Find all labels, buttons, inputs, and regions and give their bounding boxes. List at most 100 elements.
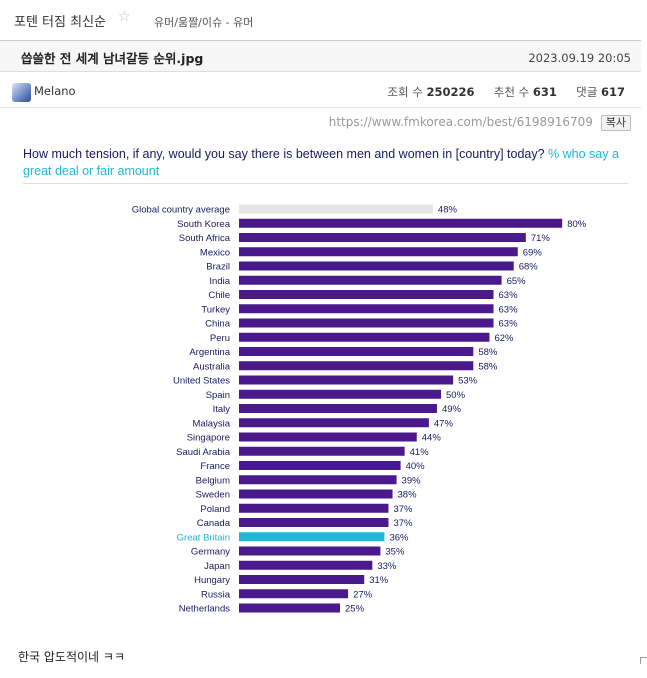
post-title: 씁쓸한 전 세계 남녀갈등 순위.jpg — [21, 51, 204, 66]
category-label: India — [209, 276, 230, 287]
category-label: Belgium — [196, 475, 230, 486]
bar — [239, 560, 373, 570]
value-label: 25% — [345, 604, 365, 615]
bar — [239, 389, 441, 399]
category-label: Great Britain — [177, 532, 230, 543]
category-label: Hungary — [194, 575, 230, 586]
bar — [239, 603, 340, 613]
star-outline-icon[interactable]: ☆ — [118, 9, 131, 25]
bar — [239, 347, 474, 356]
comments-label: 댓글 — [576, 85, 598, 99]
bar — [239, 546, 381, 556]
divider — [23, 183, 628, 184]
bar-chart: Global country average 48% South Korea 80% S… — [132, 204, 587, 615]
value-label: 53% — [458, 376, 478, 387]
bar — [239, 589, 349, 599]
category-label: Australia — [193, 361, 231, 372]
value-label: 39% — [402, 475, 422, 486]
post-title-bar: 씁쓸한 전 세계 남녀갈등 순위.jpg 2023.09.19 20:05 — [0, 40, 641, 72]
chart-title: How much tension, if any, would you say … — [23, 147, 545, 161]
chart-question: How much tension, if any, would you say … — [23, 146, 628, 180]
category-label: Sweden — [196, 490, 230, 501]
value-label: 49% — [442, 404, 462, 415]
category-label: Saudi Arabia — [176, 447, 231, 458]
post-meta: Melano 조회 수 250226 추천 수 631 댓글 617 — [0, 71, 641, 108]
category-label: Turkey — [201, 304, 230, 315]
bar — [239, 418, 429, 428]
value-label: 63% — [499, 304, 519, 315]
views-count: 250226 — [426, 85, 475, 99]
value-label: 58% — [478, 347, 498, 358]
value-label: 36% — [389, 532, 409, 543]
value-label: 80% — [567, 219, 587, 230]
value-label: 41% — [410, 447, 430, 458]
bar — [239, 361, 474, 371]
bar — [239, 290, 494, 299]
chart-subtitle: % who say a great deal or fair amount — [23, 147, 619, 178]
value-label: 38% — [398, 490, 418, 501]
bar — [239, 518, 389, 527]
category-label: Chile — [208, 290, 230, 301]
avatar[interactable] — [12, 83, 31, 102]
category-label: Spain — [206, 390, 230, 401]
value-label: 48% — [438, 205, 458, 216]
category-label: France — [200, 461, 230, 472]
bar — [239, 261, 514, 271]
value-label: 27% — [353, 589, 373, 600]
category-label: South Korea — [177, 219, 231, 230]
value-label: 47% — [434, 418, 454, 429]
board-title-link[interactable]: 포텐 터짐 최신순 — [14, 15, 106, 30]
bar — [239, 233, 526, 242]
post-date: 2023.09.19 20:05 — [528, 51, 631, 65]
category-label: Italy — [213, 404, 231, 415]
category-label: Poland — [200, 504, 230, 515]
bar — [239, 204, 433, 214]
value-label: 71% — [531, 233, 551, 244]
bar — [239, 503, 389, 513]
value-label: 40% — [406, 461, 426, 472]
category-label: Brazil — [206, 262, 230, 273]
bar — [239, 432, 417, 442]
value-label: 69% — [523, 247, 543, 258]
bar — [239, 247, 518, 257]
value-label: 37% — [393, 504, 413, 515]
category-label: Malaysia — [193, 418, 231, 429]
bar — [239, 304, 494, 314]
value-label: 63% — [499, 319, 519, 330]
bar — [239, 404, 437, 413]
bar — [239, 446, 405, 456]
recommend-label: 추천 수 — [493, 85, 530, 99]
views-label: 조회 수 — [387, 85, 423, 99]
category-label: Global country average — [132, 205, 230, 216]
value-label: 58% — [478, 361, 498, 372]
breadcrumb[interactable]: 유머/움짤/이슈 - 유머 — [154, 16, 254, 29]
value-label: 31% — [369, 575, 389, 586]
author-name[interactable]: Melano — [34, 84, 76, 98]
board-header: 포텐 터짐 최신순 ☆ 유머/움짤/이슈 - 유머 — [0, 0, 647, 40]
recommend-count: 631 — [532, 85, 557, 99]
source-url[interactable]: https://www.fmkorea.com/best/6198916709 — [328, 115, 593, 129]
value-label: 65% — [507, 276, 527, 287]
bar — [239, 332, 490, 342]
category-label: Argentina — [189, 347, 230, 358]
bar — [239, 375, 454, 385]
value-label: 50% — [446, 390, 466, 401]
bar — [239, 532, 385, 542]
source-url-row: https://www.fmkorea.com/best/6198916709 … — [329, 115, 631, 131]
copy-button[interactable]: 복사 — [600, 115, 631, 131]
category-label: Peru — [210, 333, 230, 344]
post-body-text: 한국 압도적이네 ㅋㅋ — [18, 650, 125, 664]
category-label: Singapore — [187, 433, 230, 444]
value-label: 63% — [499, 290, 519, 301]
value-label: 35% — [385, 547, 405, 558]
value-label: 62% — [494, 333, 514, 344]
category-label: China — [205, 319, 231, 330]
comments-count[interactable]: 617 — [600, 85, 625, 99]
bar — [239, 218, 563, 228]
post-stats: 조회 수 250226 추천 수 631 댓글 617 — [387, 84, 625, 100]
bar — [239, 575, 365, 584]
category-label: Germany — [191, 547, 230, 558]
category-label: United States — [173, 376, 230, 387]
bar — [239, 461, 401, 470]
value-label: 68% — [519, 262, 539, 273]
